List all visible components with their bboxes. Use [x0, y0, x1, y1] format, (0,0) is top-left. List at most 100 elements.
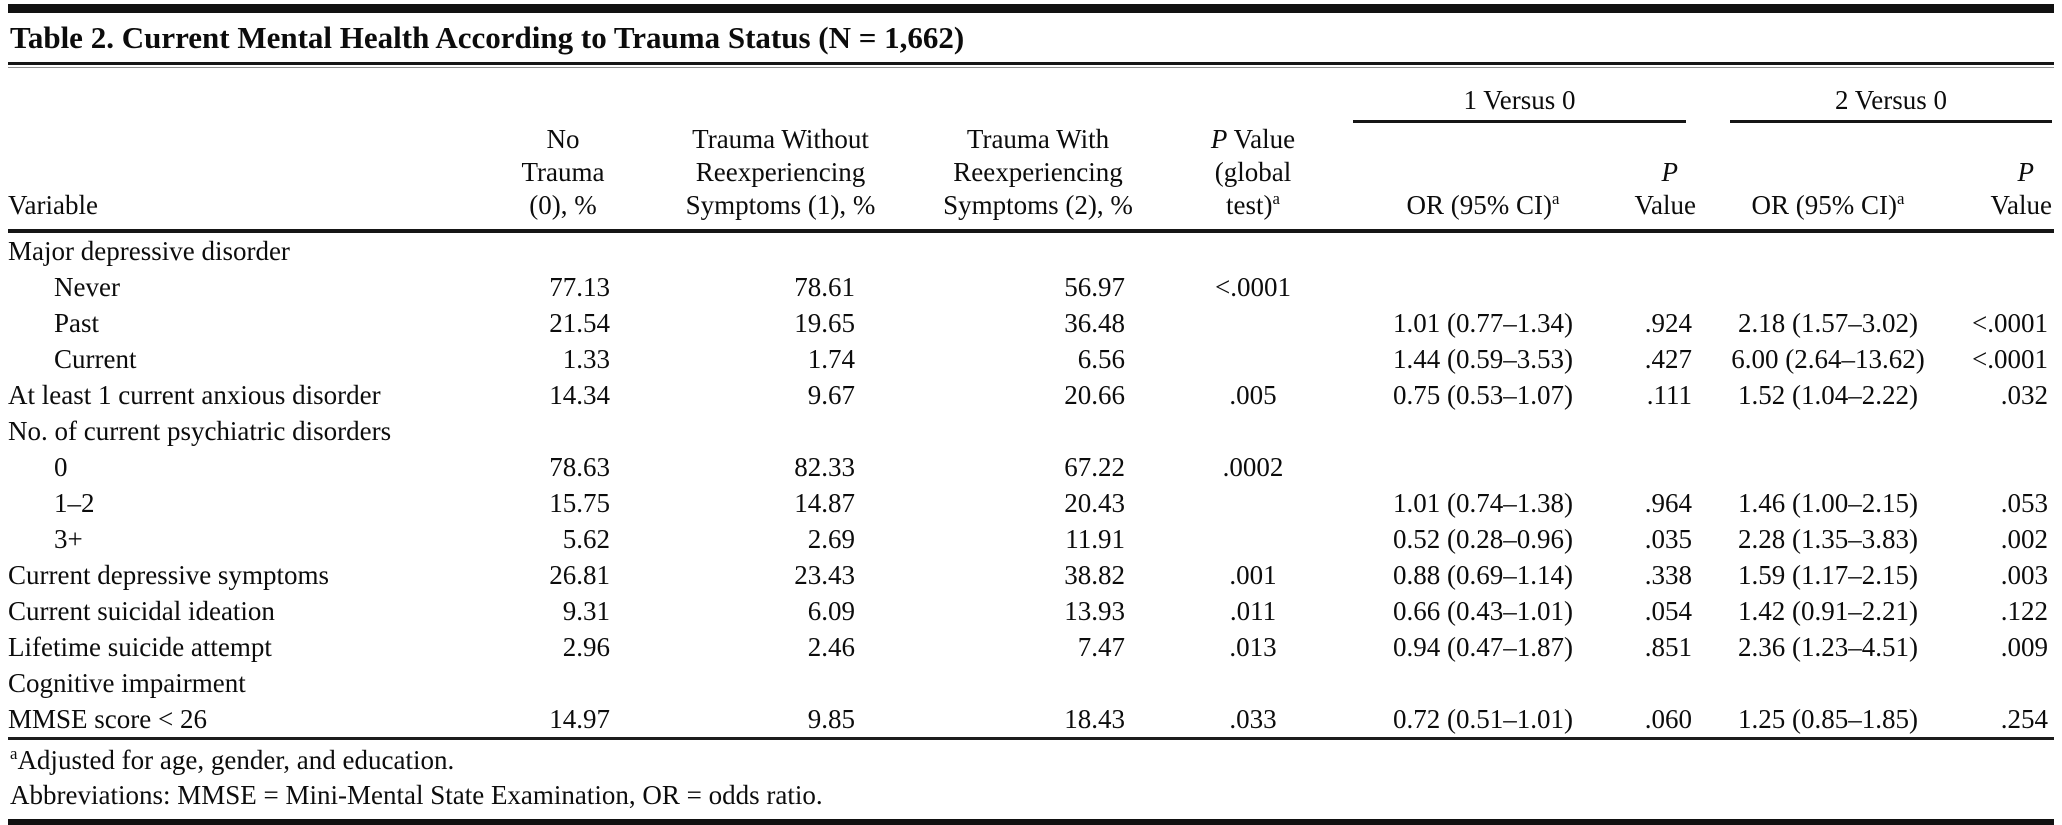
row-label: Lifetime suicide attempt	[8, 632, 272, 662]
cell-p-2v0	[1958, 665, 2054, 701]
col-header-p-2v0: P Value	[1958, 123, 2055, 233]
table-title-text: Table 2. Current Mental Health According…	[10, 20, 965, 55]
footnote-abbreviations: Abbreviations: MMSE = Mini-Mental State …	[10, 780, 823, 810]
data-table: 1 Versus 0 2 Versus 0 Variable No Trauma…	[8, 73, 2055, 737]
group-1v0-label: 1 Versus 0	[1353, 85, 1687, 123]
row-label: MMSE score < 26	[8, 704, 207, 734]
table-row: Current depressive symptoms 26.81 23.43 …	[8, 557, 2054, 593]
row-label: At least 1 current anxious disorder	[8, 380, 381, 410]
cell-pct-no-trauma: 9.31	[562, 596, 610, 626]
cell-pct-no-trauma	[448, 665, 638, 701]
row-label: Major depressive disorder	[8, 236, 290, 266]
cell-p-2v0: .053	[2000, 488, 2049, 518]
cell-pct-trauma-without: 82.33	[794, 452, 855, 482]
cell-pct-trauma-with: 7.47	[1077, 632, 1125, 662]
table-row: Current suicidal ideation 9.31 6.09 13.9…	[8, 593, 2054, 629]
cell-or-1v0: 0.88 (0.69–1.14)	[1393, 560, 1573, 590]
table-row: MMSE score < 26 14.97 9.85 18.43 .033 0.…	[8, 701, 2054, 737]
cell-or-2v0	[1698, 665, 1958, 701]
table-row: No. of current psychiatric disorders	[8, 413, 2054, 449]
cell-p-1v0	[1613, 665, 1698, 701]
cell-pct-trauma-without: 6.09	[807, 596, 855, 626]
cell-p-global: .033	[1229, 704, 1277, 734]
cell-pct-no-trauma: 21.54	[549, 308, 610, 338]
row-label: Cognitive impairment	[8, 668, 246, 698]
cell-or-1v0: 0.66 (0.43–1.01)	[1393, 596, 1573, 626]
table-row: Current 1.33 1.74 6.56 1.44 (0.59–3.53) …	[8, 341, 2054, 377]
row-label: Past	[54, 308, 100, 338]
cell-or-1v0: 0.94 (0.47–1.87)	[1393, 632, 1573, 662]
footnotes: aAdjusted for age, gender, and education…	[8, 740, 2054, 813]
cell-pct-no-trauma	[448, 413, 638, 449]
cell-pct-no-trauma: 1.33	[562, 344, 610, 374]
table-row: Cognitive impairment	[8, 665, 2054, 701]
cell-p-2v0: .003	[2000, 560, 2049, 590]
cell-p-1v0	[1613, 269, 1698, 305]
cell-p-1v0: .054	[1644, 596, 1693, 626]
cell-pct-trauma-without: 78.61	[794, 272, 855, 302]
cell-pct-trauma-with	[883, 231, 1153, 269]
col-header-trauma-without: Trauma Without Reexperiencing Symptoms (…	[638, 123, 883, 233]
cell-p-global: .013	[1229, 632, 1277, 662]
cell-p-global: .005	[1229, 380, 1277, 410]
col-header-no-trauma: No Trauma (0), %	[448, 123, 638, 233]
table-bottom-rule	[8, 819, 2054, 825]
col-header-or-2v0: OR (95% CI)a	[1698, 123, 1959, 233]
row-label: 3+	[54, 524, 83, 554]
cell-p-1v0: .060	[1644, 704, 1693, 734]
cell-pct-no-trauma: 77.13	[549, 272, 610, 302]
footnote-top-rule	[8, 737, 2054, 740]
table-row: 3+ 5.62 2.69 11.91 0.52 (0.28–0.96) .035…	[8, 521, 2054, 557]
cell-pct-no-trauma: 26.81	[549, 560, 610, 590]
cell-or-2v0: 6.00 (2.64–13.62)	[1731, 344, 1925, 374]
title-bottom-rule	[8, 62, 2054, 68]
cell-pct-no-trauma: 15.75	[549, 488, 610, 518]
table-row: Lifetime suicide attempt 2.96 2.46 7.47 …	[8, 629, 2054, 665]
cell-pct-trauma-with: 20.43	[1064, 488, 1125, 518]
cell-pct-trauma-without: 9.85	[807, 704, 855, 734]
cell-p-2v0: .002	[2000, 524, 2049, 554]
col-header-or-1v0: OR (95% CI)a	[1353, 123, 1613, 233]
cell-or-2v0: 1.25 (0.85–1.85)	[1738, 704, 1918, 734]
cell-or-2v0: 1.42 (0.91–2.21)	[1738, 596, 1918, 626]
cell-or-2v0	[1698, 413, 1958, 449]
cell-or-1v0	[1353, 231, 1613, 269]
cell-pct-trauma-with: 67.22	[1064, 452, 1125, 482]
cell-pct-no-trauma	[448, 231, 638, 269]
cell-p-2v0	[1958, 269, 2054, 305]
cell-p-1v0: .111	[1646, 380, 1693, 410]
cell-or-1v0: 0.75 (0.53–1.07)	[1393, 380, 1573, 410]
group-header-2-versus-0: 2 Versus 0	[1698, 73, 2054, 123]
cell-p-2v0: .032	[2000, 380, 2049, 410]
cell-pct-no-trauma: 2.96	[562, 632, 610, 662]
row-label: Current	[54, 344, 137, 374]
cell-pct-trauma-without: 9.67	[807, 380, 855, 410]
table-title: Table 2. Current Mental Health According…	[10, 17, 2054, 59]
table-top-rule	[8, 4, 2054, 13]
spanner-spacer	[8, 73, 1353, 123]
cell-pct-trauma-with	[883, 413, 1153, 449]
cell-or-2v0	[1698, 269, 1958, 305]
cell-or-2v0: 1.52 (1.04–2.22)	[1738, 380, 1918, 410]
col-header-p-global: P Value (global test)a	[1153, 123, 1353, 233]
cell-or-2v0: 2.18 (1.57–3.02)	[1738, 308, 1918, 338]
cell-or-1v0: 1.01 (0.77–1.34)	[1393, 308, 1573, 338]
cell-p-global	[1153, 485, 1353, 521]
cell-or-1v0: 0.52 (0.28–0.96)	[1393, 524, 1573, 554]
table-row: Past 21.54 19.65 36.48 1.01 (0.77–1.34) …	[8, 305, 2054, 341]
cell-or-1v0: 1.01 (0.74–1.38)	[1393, 488, 1573, 518]
column-header-row: Variable No Trauma (0), % Trauma Without…	[8, 123, 2055, 233]
cell-or-2v0: 2.28 (1.35–3.83)	[1738, 524, 1918, 554]
cell-or-1v0: 1.44 (0.59–3.53)	[1393, 344, 1573, 374]
cell-pct-trauma-without: 2.46	[807, 632, 855, 662]
cell-pct-trauma-without: 23.43	[794, 560, 855, 590]
row-label: 1–2	[54, 488, 95, 518]
col-header-trauma-with: Trauma With Reexperiencing Symptoms (2),…	[883, 123, 1153, 233]
cell-p-1v0: .427	[1644, 344, 1693, 374]
cell-pct-trauma-with: 56.97	[1064, 272, 1125, 302]
row-label: Current suicidal ideation	[8, 596, 275, 626]
cell-p-2v0: .122	[2000, 596, 2049, 626]
cell-pct-no-trauma: 14.97	[549, 704, 610, 734]
cell-p-1v0: .338	[1644, 560, 1693, 590]
cell-pct-trauma-with: 6.56	[1077, 344, 1125, 374]
